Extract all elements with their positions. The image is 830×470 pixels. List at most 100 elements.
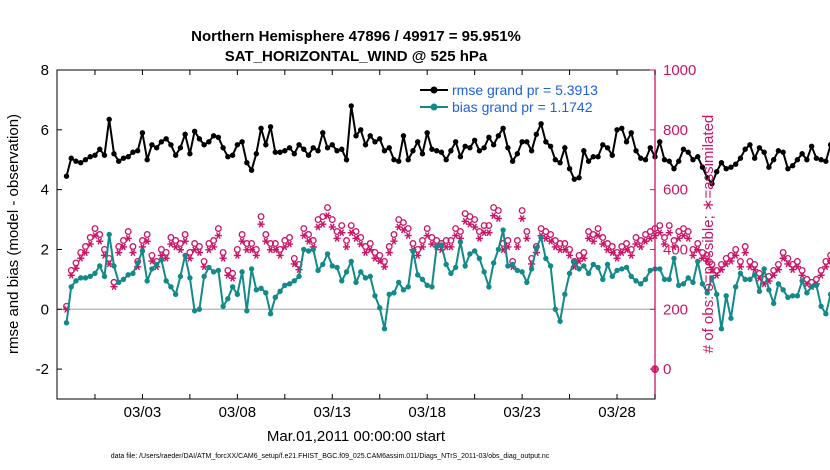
asterisk-stroke: [624, 246, 629, 254]
asterisk-stroke: [505, 243, 511, 251]
rmse-point: [467, 145, 473, 151]
bias-point: [680, 281, 687, 287]
bias-point: [742, 276, 748, 283]
obs-possible-point: [129, 243, 137, 250]
bias-point: [225, 296, 231, 302]
obs-possible-point: [305, 231, 312, 238]
bias-point: [172, 291, 179, 298]
obs-assimilated-point: [732, 251, 740, 259]
bias-point: [419, 276, 426, 283]
x-tick-label: 03/18: [408, 404, 446, 421]
bias-point: [585, 270, 592, 277]
rmse-point: [63, 173, 70, 179]
obs-possible-point: [699, 248, 706, 256]
bias-point: [704, 290, 710, 296]
obs-assimilated-point: [475, 234, 483, 242]
rmse-point: [799, 151, 805, 157]
asterisk-stroke: [386, 249, 392, 257]
obs-possible-point: [642, 231, 649, 238]
obs-assimilated-point: [81, 249, 90, 257]
rmse-point: [377, 136, 383, 142]
obs-possible-point: [708, 260, 716, 268]
axis-ticks-layer: 03/03 03/08 03/13 03/18 03/23 03/28 -2 0 2 4 6 8 0 20…: [36, 62, 697, 421]
obs-assimilated-point: [252, 251, 260, 259]
asterisk-stroke: [211, 243, 217, 251]
obs-assimilated-point: [613, 254, 621, 262]
obs-possible-point: [290, 254, 298, 262]
asterisk-stroke: [671, 243, 677, 251]
rmse-point: [628, 130, 634, 136]
obs-possible-point: [461, 210, 469, 218]
bias-point: [709, 275, 715, 281]
rmse-point: [305, 152, 312, 158]
obs-possible-point: [784, 254, 792, 262]
rmse-point: [619, 125, 625, 132]
rmse-point: [747, 142, 753, 148]
asterisk-stroke: [524, 234, 530, 242]
rmse-point: [524, 139, 530, 145]
rmse-point: [827, 142, 830, 148]
obs-assimilated-point: [447, 243, 455, 251]
rmse-point: [623, 139, 630, 145]
bias-point: [115, 279, 122, 286]
obs-possible-point: [238, 231, 246, 238]
obs-assimilated-point: [665, 229, 673, 237]
asterisk-stroke: [315, 223, 321, 231]
obs-assimilated-point: [703, 257, 711, 265]
obs-possible-point: [542, 228, 550, 235]
obs-possible-point: [556, 240, 564, 247]
data-file-footnote: data file: /Users/raeder/DAI/ATM_forcXX/…: [111, 453, 550, 460]
rmse-point: [396, 158, 402, 164]
rmse-point: [277, 149, 283, 155]
rmse-point: [756, 145, 763, 151]
rmse-point: [414, 139, 421, 145]
obs-possible-point: [661, 234, 668, 241]
asterisk-stroke: [495, 215, 501, 222]
obs-possible-point: [248, 240, 256, 247]
obs-possible-point: [594, 225, 602, 232]
rmse-point: [576, 174, 582, 181]
bias-point: [277, 288, 283, 295]
obs-assimilated-point: [172, 243, 180, 251]
obs-possible-point: [442, 237, 450, 244]
obs-assimilated-point: [371, 254, 379, 262]
asterisk-stroke: [334, 234, 340, 242]
asterisk-stroke: [215, 232, 221, 240]
bias-point: [695, 258, 701, 265]
rmse-point: [657, 139, 663, 145]
asterisk-stroke: [486, 229, 492, 237]
bias-point: [301, 246, 307, 253]
rmse-point: [808, 143, 815, 149]
bias-point: [348, 258, 354, 265]
obs-assimilated-point: [641, 237, 650, 245]
asterisk-stroke: [818, 271, 824, 279]
asterisk-stroke: [239, 237, 245, 245]
bias-point: [552, 306, 559, 312]
rmse-point: [92, 152, 98, 158]
asterisk-stroke: [467, 220, 473, 228]
rmse-point: [291, 151, 298, 157]
y-tick-label-right: 1000: [663, 62, 696, 79]
obs-assimilated-point: [580, 254, 588, 262]
bias-point: [177, 273, 184, 280]
bias-point: [139, 248, 146, 254]
x-tick-label: 03/23: [503, 404, 541, 421]
asterisk-stroke: [476, 234, 482, 242]
bias-point: [339, 278, 345, 284]
obs-possible-point: [656, 222, 664, 229]
bias-point: [566, 270, 573, 277]
bias-point: [794, 293, 801, 299]
obs-possible-point: [589, 231, 597, 238]
bias-point: [827, 291, 830, 297]
obs-possible-point: [324, 204, 331, 212]
rmse-point: [334, 148, 340, 154]
obs-possible-point: [376, 251, 384, 259]
bias-point: [248, 266, 255, 272]
bias-point: [234, 291, 241, 298]
obs-assimilated-point: [490, 212, 498, 220]
bias-point: [258, 285, 264, 292]
rmse-point: [813, 155, 820, 161]
rmse-point: [604, 145, 611, 151]
obs-possible-point: [195, 243, 203, 250]
asterisk-stroke: [752, 266, 758, 274]
